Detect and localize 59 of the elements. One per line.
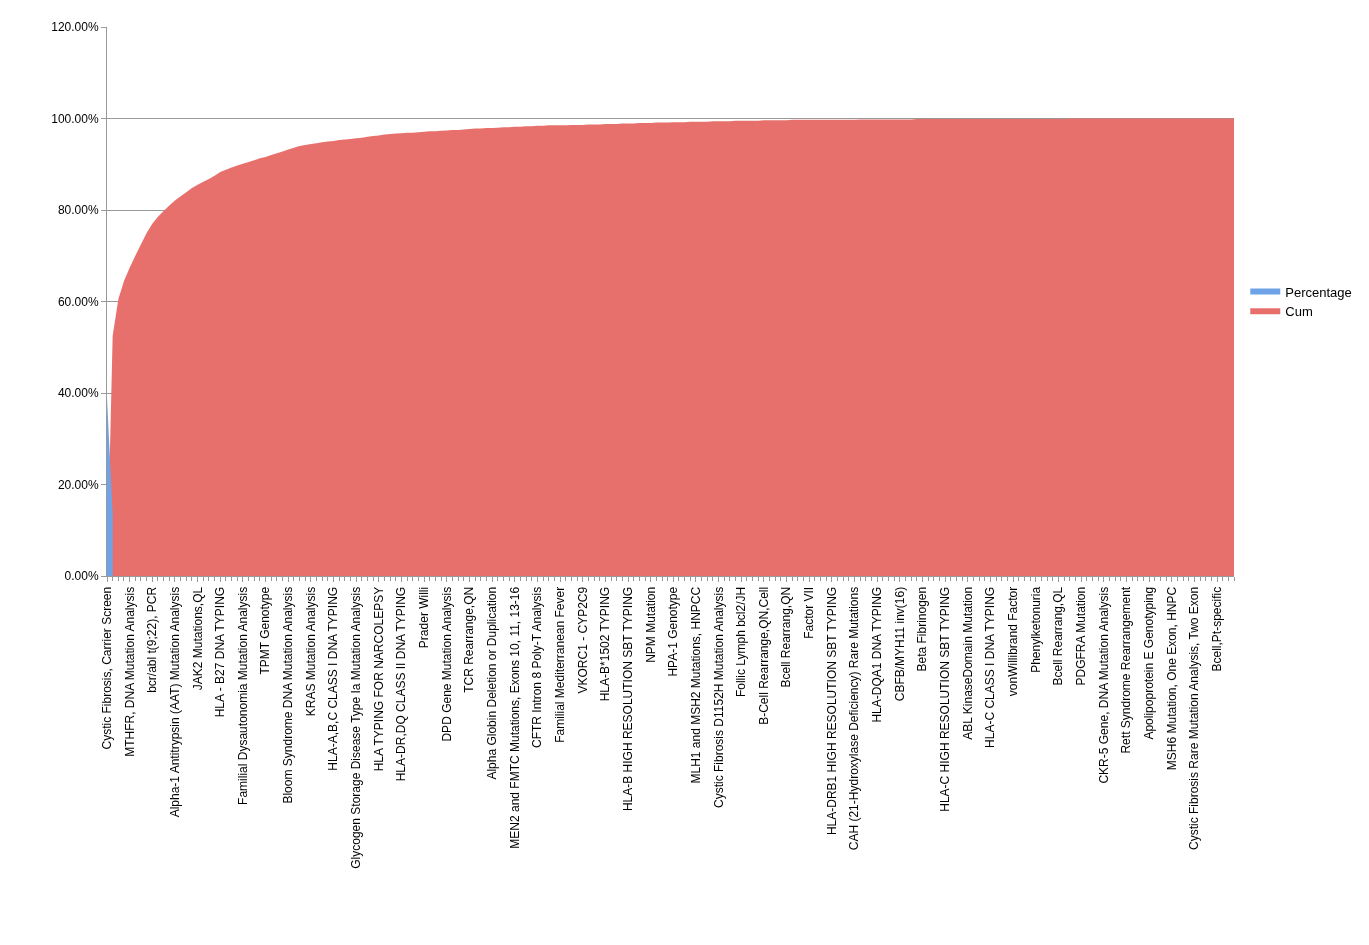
y-tick-label: 0.00% bbox=[64, 569, 99, 584]
x-tick-label: MLH1 and MSH2 Mutations, HNPCC bbox=[688, 586, 703, 784]
x-tick-label: CKR-5 Gene, DNA Mutation Analysis bbox=[1096, 586, 1111, 784]
x-tick-label: MTHFR, DNA Mutation Analysis bbox=[122, 586, 137, 757]
x-tick-label: JAK2 Mutations,QL bbox=[190, 586, 205, 691]
x-tick-label: B-Cell Rearrange,QN,Cell bbox=[756, 586, 771, 725]
y-tick-label: 80.00% bbox=[57, 203, 99, 218]
legend-label: Percentage bbox=[1285, 284, 1352, 300]
x-tick-label: Factor VII bbox=[802, 586, 817, 639]
x-tick-label: HLA-DQA1 DNA TYPING bbox=[870, 586, 885, 723]
y-tick-label: 20.00% bbox=[57, 477, 99, 492]
y-tick-label: 60.00% bbox=[57, 294, 99, 309]
x-tick-label: HLA-B HIGH RESOLUTION SBT TYPING bbox=[620, 586, 635, 812]
x-tick-label: CBFB/MYH11 inv(16) bbox=[892, 586, 907, 702]
legend-label: Cum bbox=[1285, 304, 1313, 320]
x-tick-label: HLA-B*1502 TYPING bbox=[598, 586, 613, 702]
x-tick-label: Prader Willi bbox=[417, 586, 432, 649]
x-tick-label: Alpha Globin Deletion or Duplication bbox=[485, 586, 500, 780]
x-tick-label: HLA TYPING FOR NARCOLEPSY bbox=[371, 586, 386, 772]
x-tick-label: Familial Mediterranean Fever bbox=[552, 586, 567, 743]
x-tick-label: Cystic Fibrosis, Carrier Screen bbox=[99, 586, 114, 750]
x-tick-label: Bcell Rearrang,QN bbox=[779, 586, 794, 688]
x-tick-label: Bloom Syndrome DNA Mutation Analysis bbox=[281, 586, 296, 804]
x-tick-label: Alpha-1 Antitrypsin (AAT) Mutation Analysis bbox=[167, 586, 182, 818]
x-tick-label: Bcell Rearrang,QL bbox=[1051, 586, 1066, 686]
x-tick-label: HPA-1 Genotype bbox=[666, 586, 681, 677]
x-tick-label: Phenylketonuria bbox=[1028, 586, 1043, 673]
x-tick-label: MEN2 and FMTC Mutations, Exons 10, 11, 13-16 bbox=[507, 586, 522, 849]
x-tick-label: HLA-DRB1 HIGH RESOLUTION SBT TYPING bbox=[824, 586, 839, 836]
y-tick-label: 100.00% bbox=[51, 111, 99, 126]
x-tick-label: MSH6 Mutation, One Exon, HNPC bbox=[1164, 586, 1179, 771]
x-tick-label: TCR Rearrange,QN bbox=[462, 586, 477, 693]
x-tick-label: HLA - B27 DNA TYPING bbox=[213, 586, 228, 718]
x-tick-label: DPD Gene Mutation Analysis bbox=[439, 586, 454, 742]
x-tick-label: Familial Dysautonomia Mutation Analysis bbox=[235, 586, 250, 805]
x-tick-label: NPM Mutation bbox=[643, 586, 658, 663]
x-tick-label: Beta Fibrinogen bbox=[915, 586, 930, 672]
x-tick-label: TPMT Genotype bbox=[258, 586, 273, 675]
x-tick-label: Bcell,Pt-specific bbox=[1209, 586, 1224, 672]
x-tick-label: HLA-A,B,C CLASS I DNA TYPING bbox=[326, 586, 341, 771]
x-tick-label: HLA-DR,DQ CLASS II DNA TYPING bbox=[394, 586, 409, 782]
x-tick-label: HLA-C HIGH RESOLUTION SBT TYPING bbox=[938, 586, 953, 812]
x-tick-label: CAH (21-Hydroxylase Deficiency) Rare Mutations bbox=[847, 586, 862, 851]
x-tick-label: PDGFRA Mutation bbox=[1073, 586, 1088, 686]
x-tick-label: ABL KinaseDomain Mutation bbox=[960, 586, 975, 740]
x-tick-label: Apolipoprotein E Genotyping bbox=[1141, 586, 1156, 740]
x-tick-label: HLA-C CLASS I DNA TYPING bbox=[983, 586, 998, 748]
x-tick-label: bcr/abl t(9;22), PCR bbox=[145, 586, 160, 693]
x-tick-label: VKORC1 - CYP2C9 bbox=[575, 586, 590, 694]
x-tick-label: Cystic Fibrosis D1152H Mutation Analysis bbox=[711, 586, 726, 808]
x-tick-label: Follic Lymph bcl2/JH bbox=[734, 586, 749, 698]
y-tick-label: 120.00% bbox=[51, 20, 99, 35]
x-tick-label: KRAS Mutation Analysis bbox=[303, 586, 318, 717]
x-tick-label: Glycogen Storage Disease Type Ia Mutation Analysis bbox=[349, 586, 364, 869]
y-tick-label: 40.00% bbox=[57, 386, 99, 401]
x-tick-label: Rett Syndrome Rearrangement bbox=[1119, 586, 1134, 754]
x-tick-label: vonWillibrand Factor bbox=[1006, 586, 1021, 697]
x-tick-label: CFTR Intron 8 Poly-T Analysis bbox=[530, 586, 545, 748]
x-tick-label: Cystic Fibrosis Rare Mutation Analysis, Two Exon bbox=[1187, 586, 1202, 851]
